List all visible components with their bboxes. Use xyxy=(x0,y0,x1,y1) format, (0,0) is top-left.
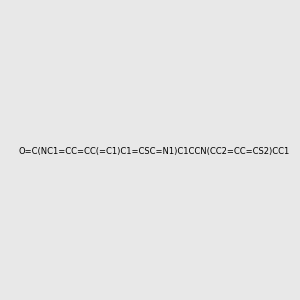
Text: O=C(NC1=CC=CC(=C1)C1=CSC=N1)C1CCN(CC2=CC=CS2)CC1: O=C(NC1=CC=CC(=C1)C1=CSC=N1)C1CCN(CC2=CC… xyxy=(18,147,290,156)
